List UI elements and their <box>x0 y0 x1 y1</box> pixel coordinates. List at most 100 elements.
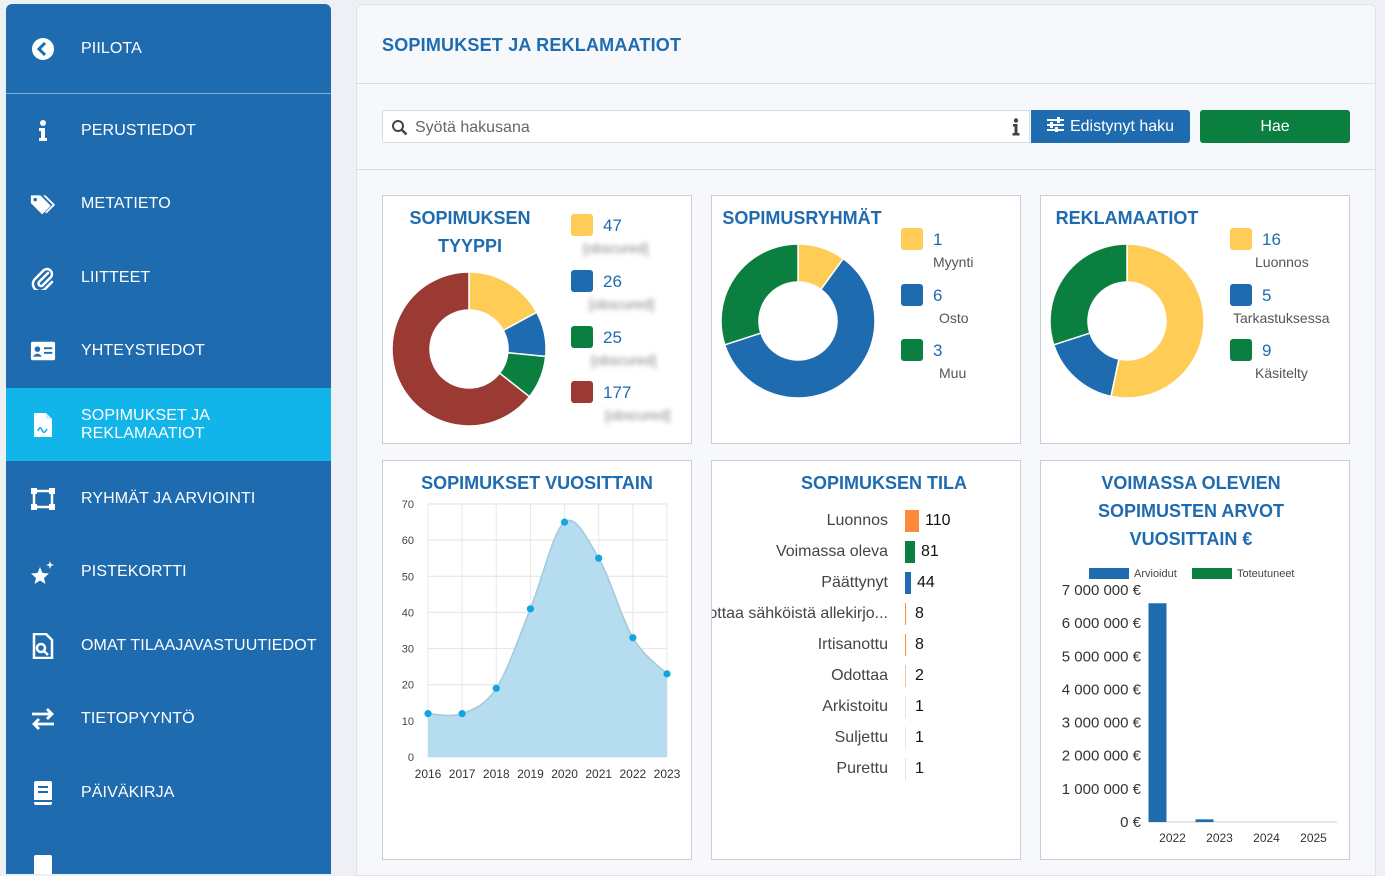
status-bar-value: 8 <box>915 636 924 653</box>
sidebar-item-label: PIILOTA <box>81 39 142 57</box>
legend-label: [obscured] <box>605 407 671 423</box>
status-bar-label: Odottaa sähköistä allekirjo... <box>712 605 888 622</box>
sidebar-item-contracts[interactable]: SOPIMUKSET JA REKLAMAATIOT <box>6 388 331 461</box>
complaints-card: REKLAMAATIOT 16 Luonnos 5 Tarkastuksessa… <box>1040 195 1350 444</box>
complaints-donut <box>1049 243 1205 399</box>
sidebar-item-label: PERUSTIEDOT <box>81 121 196 139</box>
status-bar-row[interactable]: Suljettu 1 <box>712 727 1012 751</box>
sliders-icon <box>1046 116 1064 137</box>
advanced-search-button[interactable]: Edistynyt haku <box>1031 110 1190 143</box>
legend-swatch <box>571 214 593 236</box>
status-bar-row[interactable]: Irtisanottu 8 <box>712 634 1012 658</box>
legend-swatch <box>1089 568 1129 579</box>
sidebar-item-more[interactable] <box>6 830 331 874</box>
y-tick-label: 10 <box>402 716 414 728</box>
value-bar[interactable] <box>1195 819 1214 822</box>
legend-value: 177 <box>603 383 632 402</box>
status-bar <box>905 665 906 687</box>
status-bar <box>905 696 906 718</box>
status-bar-row[interactable]: Voimassa oleva 81 <box>712 541 1012 565</box>
donut-slice[interactable] <box>1052 332 1120 398</box>
legend-value: 9 <box>1262 341 1272 360</box>
sidebar-item-label: YHTEYSTIEDOT <box>81 341 205 359</box>
chart-title: SOPIMUSRYHMÄT <box>722 208 882 228</box>
donut-slice[interactable] <box>1110 243 1205 399</box>
chart-title: SOPIMUKSEN TYYPPI <box>409 208 531 256</box>
legend-swatch <box>571 326 593 348</box>
data-point[interactable] <box>663 670 671 678</box>
status-bar <box>905 634 906 656</box>
sidebar-item-label: SOPIMUKSET JA REKLAMAATIOT <box>81 406 210 442</box>
legend-label: Luonnos <box>1255 254 1309 270</box>
y-tick-label: 70 <box>402 499 414 511</box>
legend-swatch <box>1230 228 1252 250</box>
x-tick-label: 2022 <box>1159 831 1186 845</box>
chart-title: SOPIMUKSET VUOSITTAIN <box>421 473 653 493</box>
sidebar-divider <box>6 93 331 94</box>
status-bar-value: 1 <box>915 729 924 746</box>
legend-swatch <box>901 228 923 250</box>
data-point[interactable] <box>492 684 500 692</box>
sidebar-item-subscriber-info[interactable]: OMAT TILAAJAVASTUUTIEDOT <box>6 609 331 682</box>
y-tick-label: 0 € <box>1120 814 1142 831</box>
advanced-search-label: Edistynyt haku <box>1069 117 1175 135</box>
donut-slice[interactable] <box>723 257 876 399</box>
sidebar-item-info-request[interactable]: TIETOPYYNTÖ <box>6 682 331 755</box>
y-tick-label: 3 000 000 € <box>1062 715 1142 732</box>
sidebar-item-hide[interactable]: PIILOTA <box>6 12 331 85</box>
sidebar-item-scorecard[interactable]: PISTEKORTTI <box>6 535 331 608</box>
legend-value: 1 <box>933 230 943 249</box>
donut-slice[interactable] <box>720 243 799 346</box>
data-point[interactable] <box>526 605 535 613</box>
legend-label: Arvioidut <box>1134 568 1177 580</box>
search-button[interactable]: Hae <box>1200 110 1350 143</box>
contract-groups-donut <box>720 243 876 399</box>
sidebar-item-groups[interactable]: RYHMÄT JA ARVIOINTI <box>6 462 331 535</box>
status-bar-label: Purettu <box>836 760 888 777</box>
legend-label: Muu <box>939 365 967 381</box>
x-tick-label: 2022 <box>620 767 647 781</box>
data-point[interactable] <box>629 634 637 642</box>
sidebar-item-contacts[interactable]: YHTEYSTIEDOT <box>6 314 331 387</box>
data-point[interactable] <box>560 518 569 526</box>
value-bar[interactable] <box>1148 603 1167 822</box>
stars-icon <box>30 559 56 585</box>
sidebar-item-basic-info[interactable]: PERUSTIEDOT <box>6 94 331 167</box>
legend-value: 3 <box>933 341 943 360</box>
sidebar-item-diary[interactable]: PÄIVÄKIRJA <box>6 756 331 829</box>
document-icon <box>30 854 56 874</box>
status-bar-row[interactable]: Purettu 1 <box>712 758 1012 782</box>
data-point[interactable] <box>595 554 603 562</box>
status-bar-row[interactable]: Luonnos 110 <box>712 510 1012 534</box>
status-bar-row[interactable]: Odottaa 2 <box>712 665 1012 689</box>
legend-swatch <box>1230 284 1252 306</box>
status-bar-row[interactable]: Arkistoitu 1 <box>712 696 1012 720</box>
y-tick-label: 20 <box>402 680 414 692</box>
legend-label: [obscured] <box>591 352 657 368</box>
x-tick-label: 2025 <box>1300 831 1327 845</box>
status-bar <box>905 603 906 625</box>
x-tick-label: 2020 <box>551 767 578 781</box>
x-tick-label: 2016 <box>415 767 442 781</box>
status-bar-label: Voimassa oleva <box>775 543 888 560</box>
contract-type-card: SOPIMUKSEN TYYPPI 47 [obscured] 26 [obsc… <box>382 195 692 444</box>
contract-values-card: VOIMASSA OLEVIEN SOPIMUSTEN ARVOT VUOSIT… <box>1040 460 1350 860</box>
status-bar-label: Päättynyt <box>821 574 888 591</box>
data-point[interactable] <box>424 710 432 718</box>
sidebar-item-attachments[interactable]: LIITTEET <box>6 241 331 314</box>
donut-slice[interactable] <box>391 271 531 427</box>
status-bar-value: 1 <box>915 698 924 715</box>
legend-swatch <box>901 339 923 361</box>
status-bar-row[interactable]: Odottaa sähköistä allekirjo... 8 <box>712 603 1012 627</box>
area-fill <box>428 520 667 757</box>
donut-slice[interactable] <box>1049 243 1128 346</box>
search-input[interactable] <box>413 115 997 141</box>
info-icon[interactable] <box>1012 118 1020 141</box>
legend-label: Osto <box>939 310 969 326</box>
sidebar-item-label: TIETOPYYNTÖ <box>81 709 195 727</box>
status-bar-row[interactable]: Päättynyt 44 <box>712 572 1012 596</box>
data-point[interactable] <box>458 710 466 718</box>
sidebar-item-metadata[interactable]: METATIETO <box>6 167 331 240</box>
status-bar <box>905 541 915 563</box>
status-bar <box>905 727 906 749</box>
